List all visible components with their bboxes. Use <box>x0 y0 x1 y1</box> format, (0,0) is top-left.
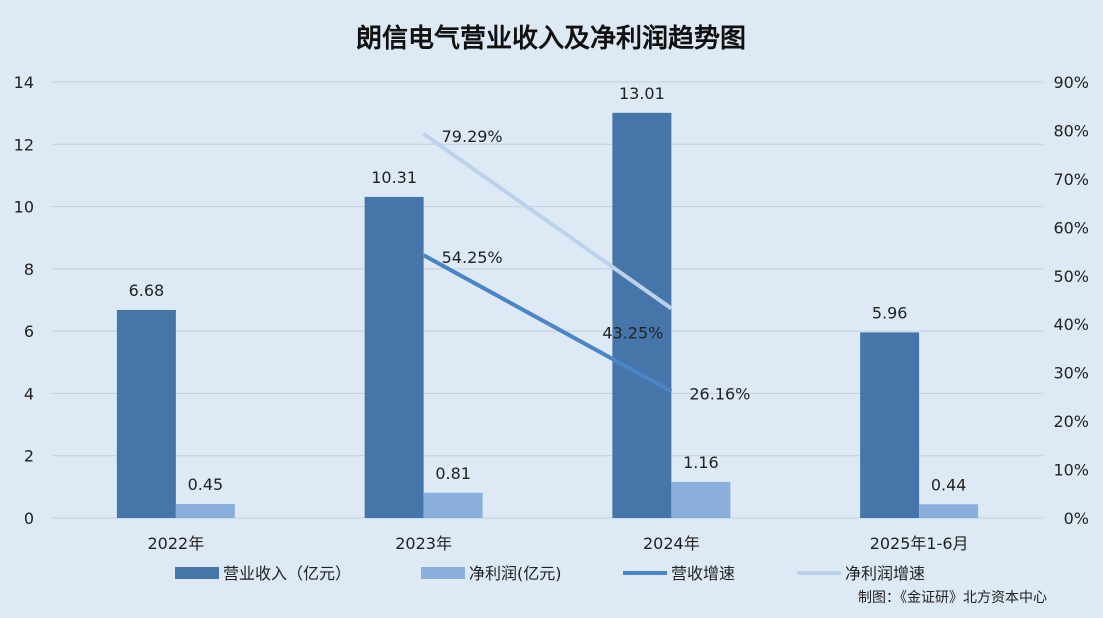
y-left-tick-label: 2 <box>24 447 34 466</box>
bar-net-profit <box>175 503 235 518</box>
gridlines <box>52 81 1043 519</box>
y-left-tick-label: 12 <box>14 135 34 154</box>
y-right-tick-label: 10% <box>1053 461 1089 480</box>
bar-revenue <box>364 196 424 518</box>
bar-value-label: 0.81 <box>435 464 471 483</box>
y-right-tick-label: 80% <box>1053 121 1089 140</box>
credit-text: 制图：《金证研》北方资本中心 <box>858 590 1047 606</box>
y-right-tick-label: 0% <box>1064 509 1089 528</box>
bar-value-label: 6.68 <box>129 281 165 300</box>
x-axis-categories: 2022年 2023年 2024年 2025年1-6月 <box>148 534 969 553</box>
bar-revenue <box>116 309 176 518</box>
bar-revenue <box>860 332 920 518</box>
line-value-label: 43.25% <box>602 323 663 342</box>
bar-net-profit <box>919 504 979 518</box>
bar-value-label: 1.16 <box>683 453 719 472</box>
y-right-tick-label: 40% <box>1053 315 1089 334</box>
line-value-label: 54.25% <box>442 248 503 267</box>
bar-value-label: 5.96 <box>872 303 908 322</box>
legend-label: 净利润增速 <box>845 564 925 583</box>
legend-label: 净利润(亿元) <box>469 564 562 583</box>
y-left-tick-label: 4 <box>24 384 34 403</box>
y-right-tick-label: 90% <box>1053 73 1089 92</box>
data-labels: 6.68 10.31 13.01 5.96 0.45 0.81 1.16 0.44 54.25%… <box>129 84 967 494</box>
bar-value-label: 0.44 <box>931 475 967 494</box>
legend-swatch <box>421 567 465 579</box>
y-left-tick-label: 8 <box>24 260 34 279</box>
y-right-tick-label: 30% <box>1053 364 1089 383</box>
x-category-label: 2025年1-6月 <box>870 534 969 553</box>
bar-value-label: 13.01 <box>619 84 665 103</box>
bar-net-profit <box>671 481 731 518</box>
legend: 营业收入（亿元） 净利润(亿元) 营收增速 净利润增速 <box>175 564 925 583</box>
y-axis-right: 0% 10% 20% 30% 40% 50% 60% 70% 80% 90% <box>1053 73 1089 528</box>
bars <box>116 112 979 519</box>
bar-value-label: 10.31 <box>371 168 417 187</box>
y-right-tick-label: 50% <box>1053 267 1089 286</box>
bar-net-profit <box>423 492 483 518</box>
legend-label: 营业收入（亿元） <box>223 564 351 583</box>
bar-value-label: 0.45 <box>188 475 224 494</box>
line-revenue-growth <box>422 253 673 394</box>
y-right-tick-label: 60% <box>1053 218 1089 237</box>
x-category-label: 2024年 <box>643 534 700 553</box>
y-left-tick-label: 10 <box>14 198 34 217</box>
x-category-label: 2023年 <box>395 534 452 553</box>
y-axis-left: 0 2 4 6 8 10 12 14 <box>14 73 34 528</box>
y-left-tick-label: 6 <box>24 322 34 341</box>
y-left-tick-label: 14 <box>14 73 34 92</box>
bar-revenue <box>612 112 672 519</box>
legend-label: 营收增速 <box>671 564 735 583</box>
lines <box>422 132 673 394</box>
legend-swatch <box>175 567 219 579</box>
line-value-label: 26.16% <box>689 384 750 403</box>
y-left-tick-label: 0 <box>24 509 34 528</box>
y-right-tick-label: 70% <box>1053 170 1089 189</box>
x-category-label: 2022年 <box>148 534 205 553</box>
line-net-profit-growth <box>422 132 673 311</box>
chart-title: 朗信电气营业收入及净利润趋势图 <box>356 23 746 54</box>
y-right-tick-label: 20% <box>1053 412 1089 431</box>
line-value-label: 79.29% <box>442 127 503 146</box>
